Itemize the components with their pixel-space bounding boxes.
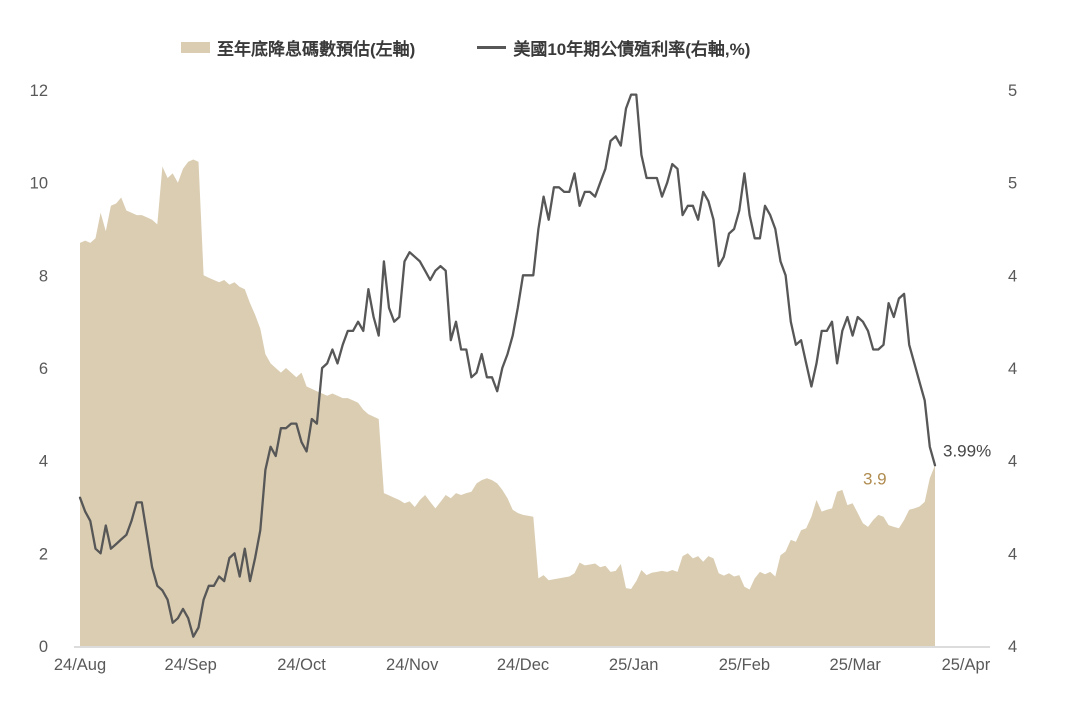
x-tick-label: 24/Aug: [54, 656, 106, 674]
x-tick-label: 24/Dec: [497, 656, 549, 674]
annotation-area-end: 3.9: [863, 469, 887, 488]
y-left-tick-label: 2: [39, 545, 48, 563]
legend-item-rate-cuts: 至年底降息碼數預估(左軸): [181, 35, 415, 60]
legend: 至年底降息碼數預估(左軸) 美國10年期公債殖利率(右軸,%): [181, 35, 750, 60]
annotations: 3.99% 3.9: [863, 441, 991, 488]
annotation-line-end: 3.99%: [943, 441, 991, 460]
x-tick-label: 25/Feb: [719, 656, 770, 674]
y-left-tick-label: 0: [39, 638, 48, 656]
area-series: [80, 159, 935, 646]
legend-item-ust10y: 美國10年期公債殖利率(右軸,%): [477, 35, 750, 60]
x-tick-label: 25/Jan: [609, 656, 659, 674]
area-swatch-icon: [181, 42, 210, 53]
x-tick-label: 24/Oct: [277, 656, 326, 674]
y-right-tick-label: 4: [1008, 360, 1017, 378]
x-tick-label: 24/Nov: [386, 656, 439, 674]
y-right-tick-label: 4: [1008, 545, 1017, 563]
line-series: [78, 93, 937, 638]
legend-label-ust10y: 美國10年期公債殖利率(右軸,%): [513, 40, 751, 59]
line-path: [78, 93, 937, 638]
y-left-tick-label: 8: [39, 267, 48, 285]
x-tick-label: 24/Sep: [165, 656, 217, 674]
y-left-tick-label: 12: [30, 82, 48, 100]
line-swatch-icon: [477, 46, 507, 49]
legend-label-rate-cuts: 至年底降息碼數預估(左軸): [217, 40, 416, 59]
y-right-tick-label: 4: [1008, 638, 1017, 656]
x-tick-label: 25/Mar: [830, 656, 882, 674]
y-right-tick-label: 5: [1008, 175, 1017, 193]
y-right-tick-label: 4: [1008, 453, 1017, 471]
y-right-tick-label: 5: [1008, 82, 1017, 100]
y-left-tick-label: 6: [39, 360, 48, 378]
y-left-tick-label: 10: [30, 175, 48, 193]
y-axis-right: 4 4 4 4 4 5 5: [1008, 82, 1017, 656]
y-right-tick-label: 4: [1008, 267, 1017, 285]
y-axis-left: 0 2 4 6 8 10 12: [30, 82, 48, 656]
area-path: [80, 159, 935, 646]
y-left-tick-label: 4: [39, 453, 48, 471]
x-tick-label: 25/Apr: [942, 656, 991, 674]
x-axis: 24/Aug 24/Sep 24/Oct 24/Nov 24/Dec 25/Jan 25/F…: [54, 646, 991, 674]
